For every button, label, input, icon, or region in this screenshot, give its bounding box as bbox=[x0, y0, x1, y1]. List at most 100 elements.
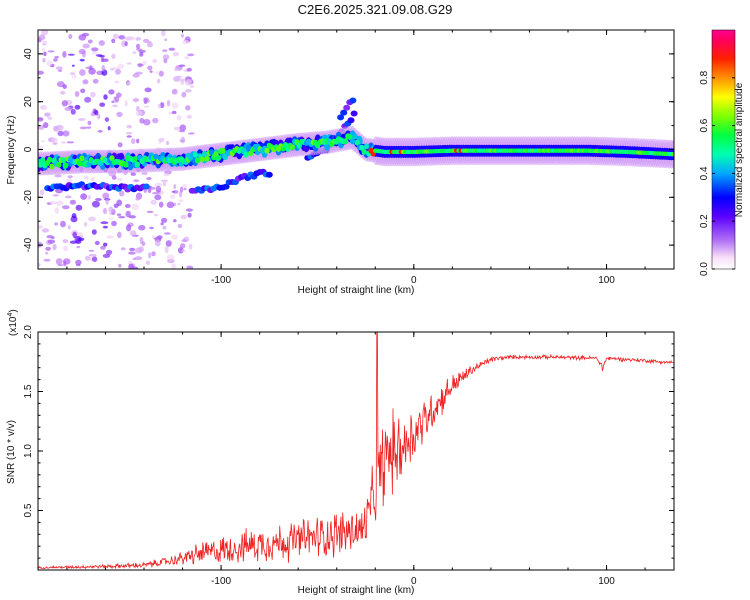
noise-speckle bbox=[179, 124, 187, 132]
noise-speckle bbox=[97, 130, 103, 133]
snr-x-axis-label: Height of straight line (km) bbox=[298, 585, 415, 596]
noise-speckle bbox=[41, 228, 50, 233]
noise-speckle bbox=[39, 105, 47, 110]
noise-speckle bbox=[128, 251, 136, 255]
noise-speckle bbox=[167, 258, 175, 264]
spectrogram-marks bbox=[38, 30, 674, 269]
noise-speckle bbox=[173, 184, 177, 190]
noise-speckle bbox=[141, 171, 148, 176]
noise-speckle bbox=[68, 33, 73, 40]
noise-speckle bbox=[118, 263, 122, 268]
noise-speckle bbox=[39, 189, 45, 196]
noise-speckle bbox=[117, 231, 122, 239]
noise-speckle bbox=[67, 175, 73, 179]
noise-speckle bbox=[43, 258, 51, 262]
noise-speckle bbox=[128, 215, 136, 219]
noise-speckle bbox=[153, 237, 160, 240]
noise-speckle bbox=[180, 214, 187, 220]
noise-speckle bbox=[132, 51, 137, 54]
spectrogram-y-tick-label: -20 bbox=[23, 190, 34, 205]
noise-speckle bbox=[105, 249, 113, 255]
noise-speckle bbox=[79, 58, 85, 62]
noise-speckle bbox=[47, 239, 56, 244]
spectrogram-x-tick-label: 100 bbox=[598, 275, 615, 286]
noise-speckle bbox=[157, 78, 161, 84]
noise-speckle bbox=[70, 72, 76, 75]
noise-speckle bbox=[185, 105, 191, 111]
noise-speckle bbox=[164, 246, 169, 254]
noise-speckle bbox=[101, 64, 106, 72]
noise-speckle bbox=[120, 247, 126, 251]
noise-speckle bbox=[165, 240, 172, 247]
noise-speckle bbox=[100, 221, 109, 225]
noise-speckle bbox=[52, 194, 59, 197]
noise-speckle bbox=[160, 217, 168, 223]
noise-speckle bbox=[172, 51, 180, 57]
noise-speckle bbox=[183, 187, 187, 191]
noise-speckle bbox=[158, 201, 164, 208]
noise-speckle bbox=[52, 142, 58, 145]
noise-speckle bbox=[129, 247, 136, 252]
noise-speckle bbox=[166, 100, 171, 107]
noise-speckle bbox=[184, 79, 192, 86]
colorbar-ticks: 0.0 0.2 0.4 0.6 0.8 bbox=[699, 70, 735, 276]
noise-speckle bbox=[152, 58, 158, 64]
snr-y-axis-label: SNR (10 * v/v) bbox=[6, 420, 17, 484]
snr-x-tick-label: 100 bbox=[598, 576, 615, 587]
noise-speckle bbox=[136, 105, 140, 112]
ridge-core bbox=[49, 163, 55, 170]
noise-speckle bbox=[70, 215, 78, 223]
noise-speckle bbox=[66, 141, 75, 144]
noise-speckle bbox=[55, 124, 64, 131]
noise-speckle bbox=[61, 100, 68, 107]
noise-speckle bbox=[138, 224, 146, 231]
noise-speckle bbox=[115, 68, 121, 75]
noise-speckle bbox=[173, 68, 179, 72]
noise-speckle bbox=[171, 234, 179, 240]
noise-speckle bbox=[126, 224, 132, 232]
noise-speckle bbox=[178, 199, 184, 203]
noise-speckle bbox=[162, 54, 170, 60]
ridge-core bbox=[195, 157, 201, 164]
noise-speckle bbox=[77, 118, 86, 121]
ridge-core bbox=[204, 155, 210, 162]
noise-speckle bbox=[186, 265, 194, 269]
noise-speckle bbox=[135, 37, 142, 41]
noise-speckle bbox=[150, 199, 157, 205]
noise-speckle bbox=[161, 30, 166, 37]
ridge-core bbox=[86, 161, 92, 168]
noise-speckle bbox=[132, 73, 140, 78]
noise-speckle bbox=[88, 216, 96, 222]
noise-speckle bbox=[79, 126, 88, 130]
noise-speckle bbox=[90, 91, 96, 98]
noise-speckle bbox=[54, 222, 58, 226]
noise-speckle bbox=[108, 206, 114, 213]
noise-speckle bbox=[65, 178, 73, 183]
noise-speckle bbox=[111, 38, 116, 44]
noise-speckle bbox=[95, 198, 102, 201]
noise-speckle bbox=[83, 222, 88, 227]
noise-speckle bbox=[133, 179, 140, 182]
noise-speckle bbox=[108, 89, 115, 95]
noise-speckle bbox=[113, 203, 119, 209]
noise-speckle bbox=[169, 194, 176, 200]
noise-speckle bbox=[104, 117, 110, 122]
noise-speckle bbox=[98, 40, 106, 46]
ridge-core bbox=[215, 155, 221, 161]
noise-speckle bbox=[163, 173, 170, 177]
noise-speckle bbox=[176, 115, 182, 121]
noise-speckle bbox=[132, 257, 137, 261]
noise-speckle bbox=[125, 131, 133, 135]
noise-speckle bbox=[54, 55, 60, 59]
noise-speckle bbox=[126, 62, 132, 65]
branch-blob bbox=[337, 114, 345, 121]
noise-speckle bbox=[67, 225, 71, 230]
noise-speckle bbox=[166, 140, 169, 146]
noise-speckle bbox=[143, 119, 151, 126]
noise-speckle bbox=[181, 249, 186, 253]
noise-speckle bbox=[187, 212, 192, 218]
colorbar-tick-label: 0.4 bbox=[699, 166, 710, 180]
noise-speckle bbox=[166, 201, 175, 209]
colorbar-scale bbox=[711, 29, 736, 270]
noise-speckle bbox=[151, 251, 156, 257]
